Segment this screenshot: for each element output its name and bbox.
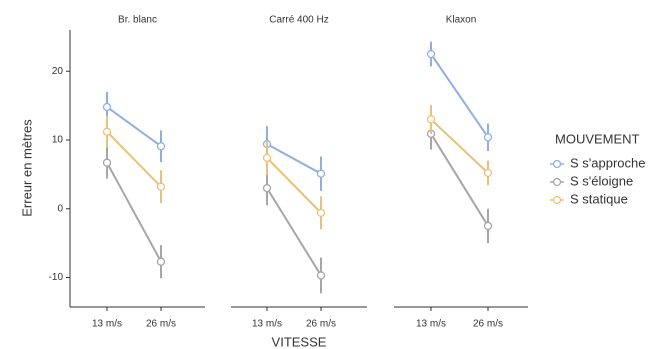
point [426, 115, 436, 124]
point [316, 169, 326, 178]
y-tick-label: 0 [57, 203, 63, 214]
x-tick-label: 26 m/s [473, 319, 503, 330]
point [483, 221, 493, 231]
point [262, 183, 272, 193]
point [102, 102, 112, 112]
line [430, 53, 489, 138]
x-tick-label: 13 m/s [252, 319, 282, 330]
legend-label: S s'approche [570, 155, 645, 170]
line [266, 187, 322, 276]
line [106, 106, 162, 147]
x-tick-label: 13 m/s [92, 319, 122, 330]
panel-title: Br. blanc [118, 15, 157, 26]
line [106, 131, 162, 188]
point [156, 182, 166, 191]
line [106, 162, 162, 263]
point [426, 49, 436, 59]
point [262, 153, 272, 163]
point [156, 142, 166, 151]
point [102, 158, 112, 167]
point [483, 133, 493, 142]
point [316, 208, 326, 218]
line [266, 157, 322, 214]
point [102, 127, 112, 136]
point [156, 257, 166, 266]
point [316, 271, 326, 280]
legend-point [552, 195, 562, 205]
legend-point [552, 177, 562, 187]
line [430, 118, 489, 174]
line [430, 133, 489, 227]
y-tick-label: 20 [52, 66, 64, 77]
x-tick-label: 26 m/s [146, 319, 176, 330]
point [483, 168, 493, 178]
legend-point [552, 159, 562, 169]
legend-title: MOUVEMENT [555, 131, 640, 146]
legend-label: S statique [570, 191, 628, 206]
y-tick-label: -10 [49, 272, 64, 283]
x-tick-label: 13 m/s [416, 319, 446, 330]
legend-label: S s'éloigne [570, 173, 633, 188]
panel-title: Klaxon [446, 15, 477, 26]
panel-title: Carré 400 Hz [269, 15, 328, 26]
x-tick-label: 26 m/s [306, 319, 336, 330]
y-axis-label: Erreur en mètres [19, 119, 34, 217]
x-axis-label: VITESSE [272, 334, 327, 349]
y-tick-label: 10 [52, 135, 64, 146]
line [266, 143, 322, 175]
